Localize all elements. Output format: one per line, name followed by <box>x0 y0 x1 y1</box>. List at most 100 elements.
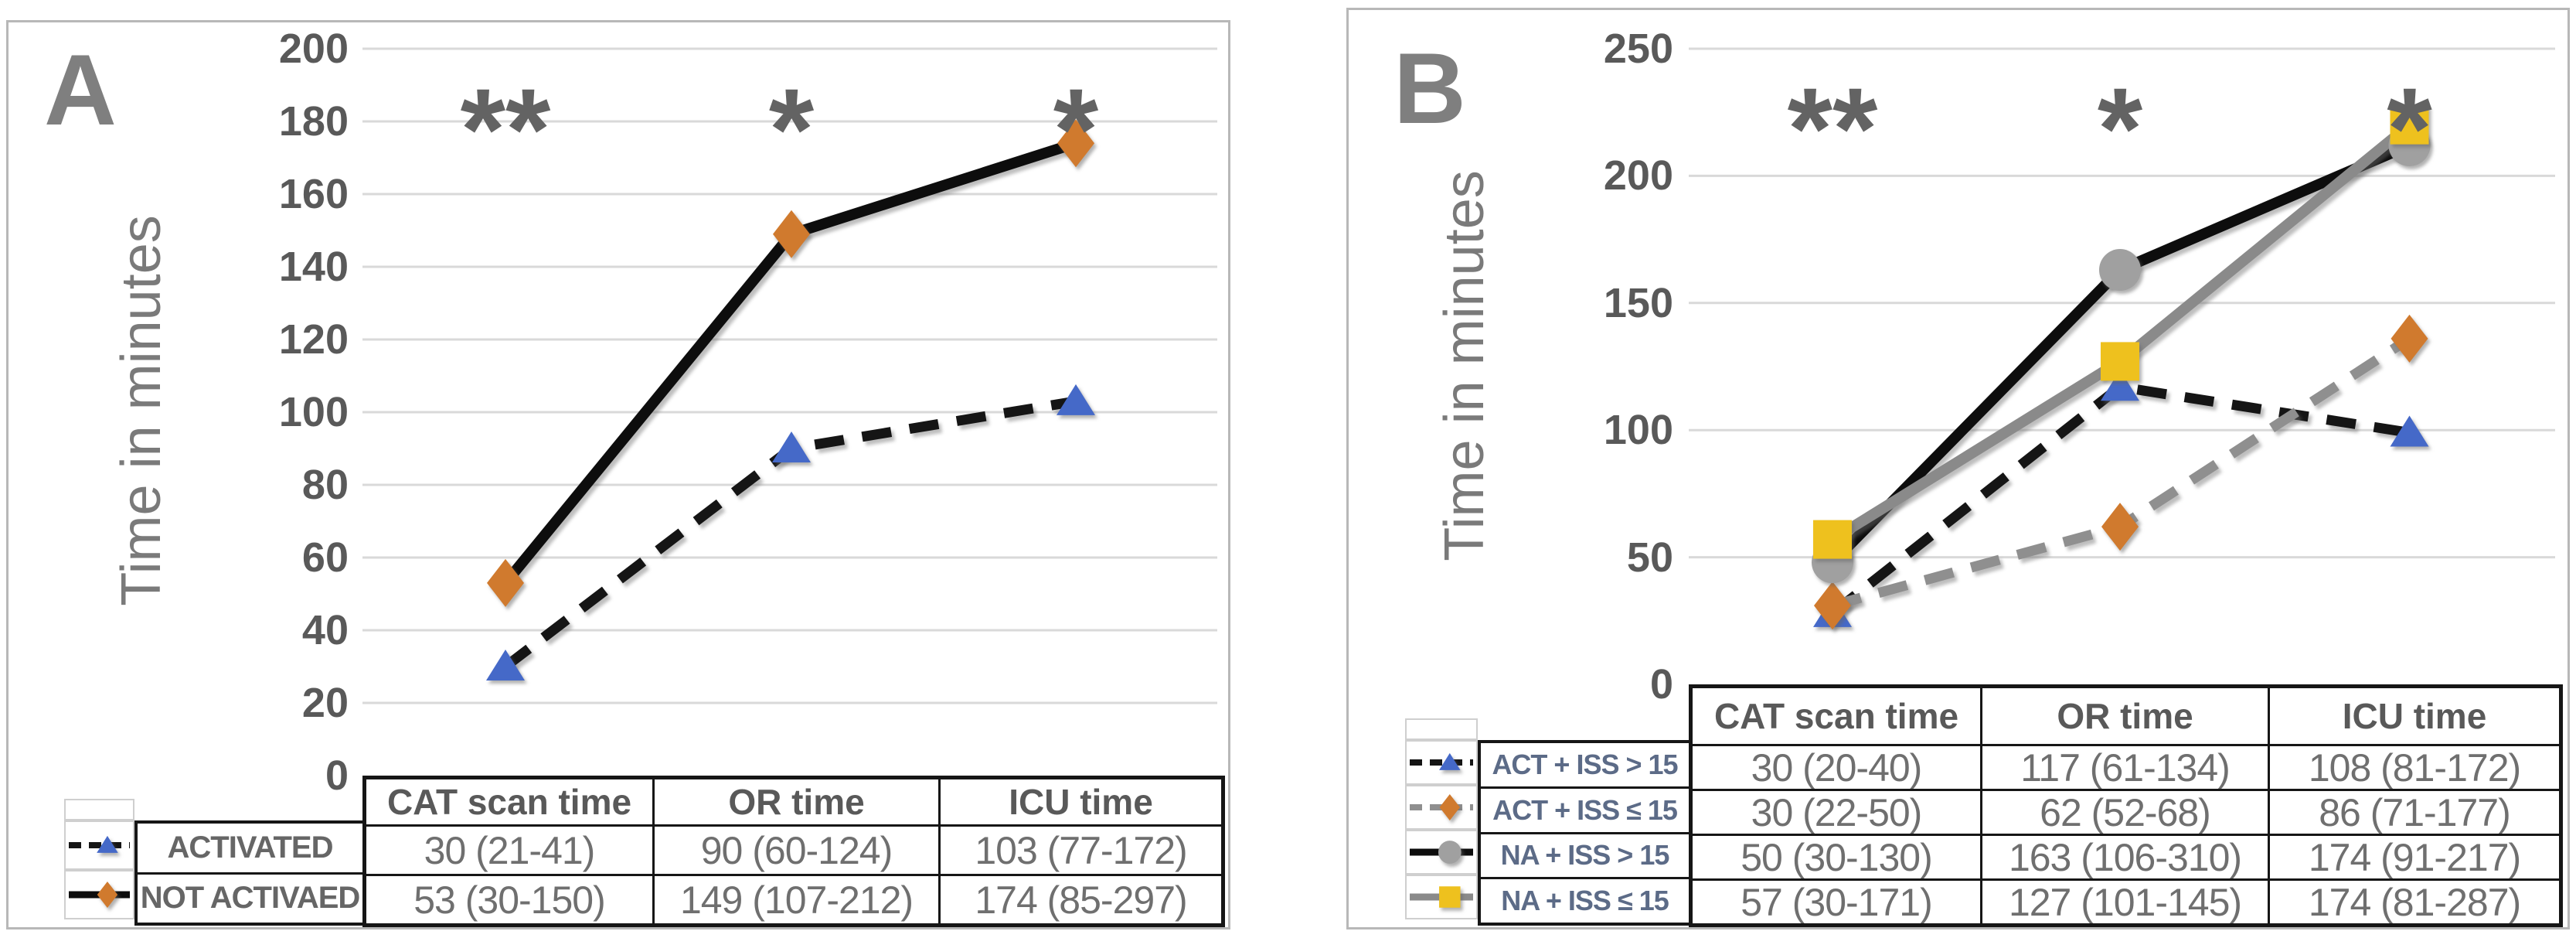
marker-triangle-icon <box>772 431 811 462</box>
panel-b-y-axis-title: Time in minutes <box>1434 170 1496 561</box>
legend-key <box>1405 785 1478 830</box>
significance-asterisk: ** <box>461 64 551 194</box>
legend-key <box>1405 875 1478 919</box>
significance-asterisk: ** <box>1788 63 1878 193</box>
panel-a-label: A <box>44 33 117 146</box>
table-header-cell: ICU time <box>2268 688 2559 744</box>
y-tick-label: 200 <box>1603 152 1673 200</box>
table-cell: 117 (61-134) <box>1980 744 2268 789</box>
y-tick-label: 80 <box>301 462 349 508</box>
data-table: CAT scan time OR time ICU time 30 (21-41) 90… <box>362 776 1225 927</box>
y-tick-label: 250 <box>1603 26 1673 72</box>
table-cell: 149 (107-212) <box>652 874 938 923</box>
table-cell: 86 (71-177) <box>2268 789 2559 834</box>
table-cell: 103 (77-172) <box>938 824 1221 874</box>
significance-asterisk: * <box>2098 63 2143 193</box>
marker-triangle-icon <box>1057 384 1095 415</box>
marker-square-icon <box>1813 520 1852 559</box>
table-cell: 174 (81-287) <box>2268 878 2559 923</box>
table-cell: 108 (81-172) <box>2268 744 2559 789</box>
table-cell: 174 (91-217) <box>2268 834 2559 878</box>
significance-asterisk: * <box>769 64 815 194</box>
marker-diamond-icon <box>1439 793 1460 821</box>
marker-diamond-icon <box>1814 582 1851 630</box>
panel-a-chart: ** * * 200 180 160 140 120 100 80 60 40 20 0 CAT scan … <box>9 22 1228 927</box>
marker-diamond-icon <box>97 881 118 909</box>
y-tick-label: 140 <box>278 244 349 290</box>
y-tick-label: 60 <box>301 534 349 581</box>
significance-asterisk: * <box>1053 64 1099 194</box>
table-header-cell: ICU time <box>938 779 1221 824</box>
y-tick-label: 100 <box>278 389 349 435</box>
y-tick-label: 200 <box>278 26 349 72</box>
legend-key <box>64 870 134 919</box>
table-header-cell: OR time <box>1980 688 2268 744</box>
panel-a-y-axis-title: Time in minutes <box>111 215 172 606</box>
table-cell: 174 (85-297) <box>938 874 1221 923</box>
panel-b: B Time in minutes ** * * 250 200 150 100 50 0 CAT… <box>1346 8 2570 929</box>
table-row: 30 (20-40) 117 (61-134) 108 (81-172) <box>1693 744 2559 789</box>
legend-label: NA + ISS ≤ 15 <box>1481 877 1689 923</box>
legend-label: NOT ACTIVAED <box>138 871 362 923</box>
legend-key <box>64 820 134 870</box>
table-cell: 50 (30-130) <box>1693 834 1980 878</box>
y-tick-label: 0 <box>325 752 349 799</box>
table-header-cell: CAT scan time <box>386 782 632 822</box>
marker-square-icon <box>2101 342 2139 381</box>
legend-label: NA + ISS > 15 <box>1481 831 1689 878</box>
table-cell: 30 (22-50) <box>1693 789 1980 834</box>
marker-diamond-icon <box>1057 119 1094 168</box>
legend-key <box>1405 740 1478 785</box>
legend-label: ACT + ISS ≤ 15 <box>1481 786 1689 832</box>
table-cell: 57 (30-171) <box>1693 878 1980 923</box>
y-tick-label: 50 <box>1626 534 1673 581</box>
y-tick-label: 160 <box>278 171 349 217</box>
series-line-1 <box>1829 381 2411 618</box>
legend-key-spacer <box>64 799 134 820</box>
table-cell: 30 (20-40) <box>1693 744 1980 789</box>
marker-triangle-icon <box>1439 752 1461 770</box>
plot-area: ** * * <box>362 47 1217 704</box>
table-cell: 163 (106-310) <box>1980 834 2268 878</box>
marker-square-icon <box>1439 886 1461 908</box>
y-tick-label: 20 <box>301 680 349 726</box>
legend-label: ACTIVATED <box>167 830 334 865</box>
table-row: 50 (30-130) 163 (106-310) 174 (91-217) <box>1693 834 2559 878</box>
marker-triangle-icon <box>2390 415 2429 447</box>
marker-square-icon <box>2390 105 2429 145</box>
table-row: 57 (30-171) 127 (101-145) 174 (81-287) <box>1693 878 2559 923</box>
table-cell: 127 (101-145) <box>1980 878 2268 923</box>
marker-diamond-icon <box>487 558 524 607</box>
data-table: CAT scan time OR time ICU time 30 (20-40) 11… <box>1689 684 2563 927</box>
marker-triangle-icon <box>486 650 525 680</box>
panel-a: A Time in minutes ** * * 200 180 160 140 120 100… <box>6 20 1230 929</box>
marker-diamond-icon <box>2101 503 2139 551</box>
y-tick-label: 180 <box>278 98 349 145</box>
y-tick-label: 120 <box>278 316 349 363</box>
y-tick-label: 0 <box>1649 661 1673 708</box>
table-row: 30 (22-50) 62 (52-68) 86 (71-177) <box>1693 789 2559 834</box>
y-tick-label: 40 <box>301 607 349 653</box>
marker-diamond-icon <box>773 210 810 258</box>
significance-asterisk: * <box>2387 63 2432 193</box>
table-cell: 90 (60-124) <box>652 824 938 874</box>
table-header-cell: CAT scan time <box>1713 696 1959 736</box>
series-line-2 <box>501 138 1078 587</box>
legend-label-column: ACTIVATED NOT ACTIVAED <box>134 820 366 926</box>
legend-key <box>1405 830 1478 875</box>
marker-diamond-icon <box>2391 314 2428 363</box>
marker-circle-icon <box>2099 249 2141 292</box>
table-cell: 53 (30-150) <box>366 874 652 923</box>
y-tick-label: 150 <box>1603 279 1673 326</box>
table-row: 53 (30-150) 149 (107-212) 174 (85-297) <box>366 874 1221 923</box>
panel-b-chart: ** * * 250 200 150 100 50 0 CAT scan time OR time I… <box>1349 10 2567 927</box>
table-header-cell: OR time <box>652 779 938 824</box>
legend-label: ACT + ISS > 15 <box>1492 748 1678 780</box>
table-cell: 30 (21-41) <box>366 824 652 874</box>
legend-label-column: ACT + ISS > 15 ACT + ISS ≤ 15 NA + ISS > 1… <box>1478 740 1692 926</box>
legend-key-spacer <box>1405 718 1478 740</box>
plot-area: ** * * <box>1689 47 2555 630</box>
panel-b-label: B <box>1393 32 1466 145</box>
table-cell: 62 (52-68) <box>1980 789 2268 834</box>
